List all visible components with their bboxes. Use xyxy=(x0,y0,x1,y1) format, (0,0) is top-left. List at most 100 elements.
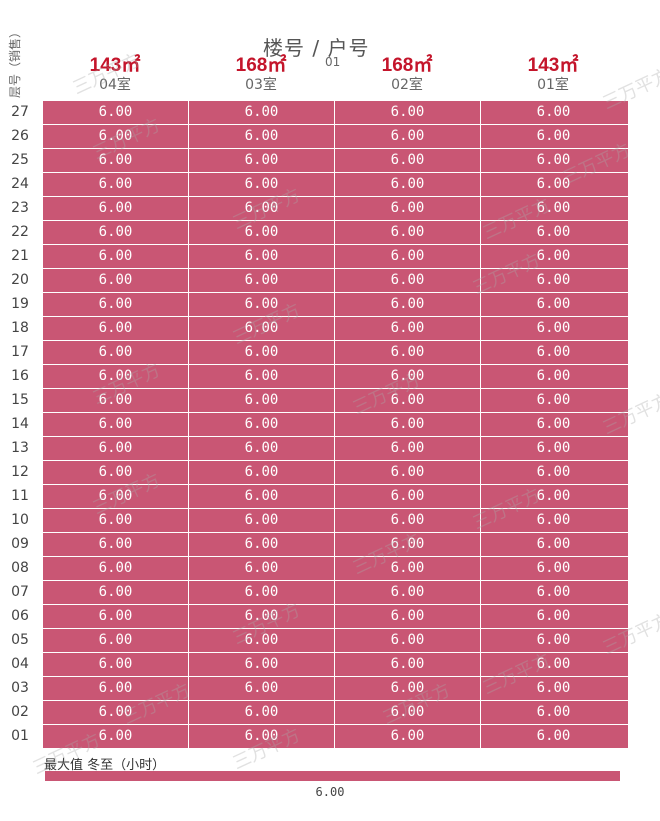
sunlight-cell: 6.00 xyxy=(42,293,188,316)
sunlight-cell: 6.00 xyxy=(334,413,480,436)
sunlight-cell: 6.00 xyxy=(42,437,188,460)
legend-bar xyxy=(45,771,620,781)
sunlight-cell: 6.00 xyxy=(188,605,334,628)
sunlight-cell: 6.00 xyxy=(188,389,334,412)
unit-area: 143㎡ xyxy=(89,55,141,76)
sunlight-cell: 6.00 xyxy=(188,365,334,388)
floor-label: 22 xyxy=(0,221,40,244)
sunlight-cell: 6.00 xyxy=(334,461,480,484)
sunlight-cell: 6.00 xyxy=(480,581,626,604)
floor-row: 21 6.00 6.00 6.00 6.00 xyxy=(0,244,628,268)
sunlight-cell: 6.00 xyxy=(334,653,480,676)
sunlight-cell: 6.00 xyxy=(188,461,334,484)
floor-label: 25 xyxy=(0,149,40,172)
sunlight-cell: 6.00 xyxy=(42,245,188,268)
unit-room: 03室 xyxy=(245,77,277,93)
floor-label: 05 xyxy=(0,629,40,652)
floor-row: 02 6.00 6.00 6.00 6.00 xyxy=(0,700,628,724)
sunlight-cell: 6.00 xyxy=(334,725,480,748)
building-number: 01 xyxy=(325,55,341,69)
sunlight-cell: 6.00 xyxy=(188,221,334,244)
sunlight-cell: 6.00 xyxy=(42,533,188,556)
sunlight-cell: 6.00 xyxy=(334,341,480,364)
sunlight-cell: 6.00 xyxy=(334,245,480,268)
sunlight-cell: 6.00 xyxy=(42,341,188,364)
sunlight-cell: 6.00 xyxy=(334,101,480,124)
sunlight-cell: 6.00 xyxy=(42,725,188,748)
sunlight-cell: 6.00 xyxy=(42,197,188,220)
sunlight-cell: 6.00 xyxy=(42,677,188,700)
floor-label: 04 xyxy=(0,653,40,676)
floor-label: 18 xyxy=(0,317,40,340)
sunlight-cell: 6.00 xyxy=(42,149,188,172)
sunlight-cell: 6.00 xyxy=(334,149,480,172)
sunlight-cell: 6.00 xyxy=(480,605,626,628)
floor-label: 21 xyxy=(0,245,40,268)
sunlight-cell: 6.00 xyxy=(480,389,626,412)
sunlight-cell: 6.00 xyxy=(334,389,480,412)
unit-header-04: 143㎡ 04室 xyxy=(42,56,188,94)
floor-row: 22 6.00 6.00 6.00 6.00 xyxy=(0,220,628,244)
sunlight-cell: 6.00 xyxy=(188,317,334,340)
sunlight-cell: 6.00 xyxy=(334,317,480,340)
sunlight-cell: 6.00 xyxy=(188,581,334,604)
sunlight-cell: 6.00 xyxy=(480,413,626,436)
sunlight-cell: 6.00 xyxy=(334,173,480,196)
floor-row: 25 6.00 6.00 6.00 6.00 xyxy=(0,148,628,172)
sunlight-cell: 6.00 xyxy=(188,437,334,460)
floor-label: 16 xyxy=(0,365,40,388)
sunlight-cell: 6.00 xyxy=(42,317,188,340)
sunlight-cell: 6.00 xyxy=(42,605,188,628)
floor-label: 27 xyxy=(0,101,40,124)
sunlight-cell: 6.00 xyxy=(480,245,626,268)
sunlight-cell: 6.00 xyxy=(188,725,334,748)
sunlight-cell: 6.00 xyxy=(480,533,626,556)
unit-header-03: 168㎡ 03室 xyxy=(188,56,334,94)
sunlight-cell: 6.00 xyxy=(334,485,480,508)
floor-label: 03 xyxy=(0,677,40,700)
sunlight-cell: 6.00 xyxy=(480,557,626,580)
sunlight-cell: 6.00 xyxy=(480,701,626,724)
sunlight-cell: 6.00 xyxy=(480,509,626,532)
sunlight-cell: 6.00 xyxy=(334,677,480,700)
floor-row: 20 6.00 6.00 6.00 6.00 xyxy=(0,268,628,292)
sunlight-cell: 6.00 xyxy=(42,629,188,652)
sunlight-cell: 6.00 xyxy=(334,437,480,460)
sunlight-cell: 6.00 xyxy=(480,461,626,484)
unit-room: 01室 xyxy=(537,77,569,93)
floor-label: 11 xyxy=(0,485,40,508)
sunlight-cell: 6.00 xyxy=(42,653,188,676)
sunlight-cell: 6.00 xyxy=(334,197,480,220)
sunlight-cell: 6.00 xyxy=(188,125,334,148)
floor-label: 12 xyxy=(0,461,40,484)
legend-title: 最大值 冬至（小时） xyxy=(44,758,166,773)
floor-row: 01 6.00 6.00 6.00 6.00 xyxy=(0,724,628,748)
sunlight-cell: 6.00 xyxy=(334,557,480,580)
floor-row: 26 6.00 6.00 6.00 6.00 xyxy=(0,124,628,148)
floor-label: 17 xyxy=(0,341,40,364)
floor-label: 01 xyxy=(0,725,40,748)
sunlight-cell: 6.00 xyxy=(334,701,480,724)
floor-label: 14 xyxy=(0,413,40,436)
sunlight-cell: 6.00 xyxy=(480,101,626,124)
header-title: 楼号 / 户号 xyxy=(263,36,370,60)
sunlight-cell: 6.00 xyxy=(188,245,334,268)
sunlight-cell: 6.00 xyxy=(42,557,188,580)
sunlight-cell: 6.00 xyxy=(334,269,480,292)
sunlight-cell: 6.00 xyxy=(480,341,626,364)
sunlight-cell: 6.00 xyxy=(480,125,626,148)
sunlight-cell: 6.00 xyxy=(480,437,626,460)
floor-label: 24 xyxy=(0,173,40,196)
sunlight-cell: 6.00 xyxy=(188,701,334,724)
unit-area: 168㎡ xyxy=(381,55,433,76)
sunlight-cell: 6.00 xyxy=(480,725,626,748)
unit-area: 168㎡ xyxy=(235,55,287,76)
sunlight-cell: 6.00 xyxy=(188,533,334,556)
floor-label: 09 xyxy=(0,533,40,556)
floor-label: 26 xyxy=(0,125,40,148)
floor-row: 16 6.00 6.00 6.00 6.00 xyxy=(0,364,628,388)
floor-row: 15 6.00 6.00 6.00 6.00 xyxy=(0,388,628,412)
floor-row: 24 6.00 6.00 6.00 6.00 xyxy=(0,172,628,196)
floor-row: 07 6.00 6.00 6.00 6.00 xyxy=(0,580,628,604)
sunlight-cell: 6.00 xyxy=(188,509,334,532)
